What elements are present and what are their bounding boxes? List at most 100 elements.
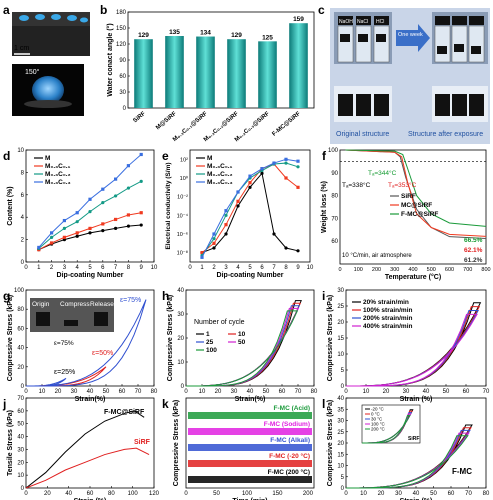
- x-tick-label: 6: [101, 265, 105, 271]
- temp-label: Tₐ=338°C: [342, 181, 371, 189]
- bar: [196, 36, 215, 108]
- y-tick-label: 2: [21, 238, 25, 244]
- data-point: [126, 186, 130, 190]
- panel-letter: l: [322, 397, 325, 411]
- bar-value-label: 134: [200, 30, 211, 37]
- x-tick-label: 400: [408, 267, 417, 273]
- x-tick-label: 30: [71, 389, 78, 395]
- data-point: [236, 199, 240, 203]
- legend-entry: 25: [206, 339, 214, 346]
- y-tick-label: 5: [341, 475, 345, 481]
- legend-entry: 400% strain/min: [363, 323, 413, 330]
- y-tick-label: 10: [177, 360, 184, 366]
- x-tick-label: 4: [76, 265, 80, 271]
- panel-c: c NaOH NaCl HCl One week Origi: [318, 3, 490, 144]
- x-tick-label: 500: [427, 267, 436, 273]
- y-tick-label: 40: [177, 288, 184, 294]
- series-label: F-MC (Alkali): [270, 437, 310, 444]
- x-tick-label: 20: [378, 491, 385, 497]
- bar-value-label: 129: [138, 32, 149, 39]
- legend-entry: 20% strain/min: [363, 299, 409, 306]
- data-point: [114, 194, 118, 198]
- inset-label: SiRF: [408, 436, 419, 442]
- data-point: [284, 246, 288, 250]
- legend-entry: 10: [238, 331, 246, 338]
- x-tick-label: 0: [338, 267, 341, 273]
- x-tick-label: 3: [63, 265, 67, 271]
- data-point: [101, 187, 105, 191]
- data-point: [284, 161, 288, 165]
- y-tick-label: 0: [181, 384, 185, 390]
- y-axis-label: Compressive Stress (kPa): [7, 295, 14, 381]
- x-tick-label: 10: [199, 389, 206, 395]
- x-tick-label: 50: [443, 389, 450, 395]
- contact-angle-label: 150°: [25, 68, 40, 76]
- y-tick-label: 0: [21, 384, 25, 390]
- data-point: [126, 164, 130, 168]
- temp-label: Tₐ=344°C: [368, 169, 397, 177]
- data-point: [212, 241, 216, 245]
- category-label: F-MC@SiRF: [271, 111, 302, 138]
- legend-entry: 100: [206, 347, 217, 354]
- y-tick-label: 20: [337, 320, 344, 326]
- panel-letter: c: [318, 3, 325, 17]
- x-axis-label: Strain (%): [400, 396, 433, 403]
- x-tick-label: 200: [303, 491, 314, 497]
- x-tick-label: 0: [344, 389, 348, 395]
- y-tick-label: 15: [337, 336, 344, 342]
- data-point: [126, 224, 130, 228]
- x-tick-label: 600: [445, 267, 454, 273]
- data-point: [139, 211, 143, 215]
- y-tick-label: 30: [17, 447, 24, 453]
- arrow-label: One week: [398, 32, 423, 38]
- y-tick-label: 8: [21, 170, 25, 176]
- series-line: [25, 447, 150, 489]
- y-tick-label: 10: [17, 473, 24, 479]
- x-tick-label: 30: [403, 389, 410, 395]
- data-point: [75, 234, 79, 238]
- legend-entry: M₀.₃C₀.₃: [207, 179, 233, 186]
- water-droplet-icon: [32, 76, 64, 104]
- y-tick-label: 30: [119, 90, 126, 96]
- x-tick-label: 100: [128, 491, 139, 497]
- series-line: [38, 180, 142, 249]
- x-tick-label: 80: [311, 389, 318, 395]
- data-point: [114, 177, 118, 181]
- scale-label: 1 cm: [14, 45, 29, 52]
- y-tick-label: 60: [17, 326, 24, 332]
- y-tick-label: 20: [337, 441, 344, 447]
- legend-entry: -20 °C: [371, 407, 385, 412]
- data-point: [296, 249, 300, 253]
- x-tick-label: 7: [272, 265, 276, 271]
- y-tick-label: 80: [331, 194, 338, 200]
- legend-entry: M₀.₃C₀.₂: [207, 171, 233, 178]
- data-point: [212, 232, 216, 236]
- data-point: [75, 220, 79, 224]
- data-point: [212, 237, 216, 241]
- plot-frame: [185, 397, 315, 489]
- condition-label: 10 °C/min, air atmosphere: [342, 253, 412, 259]
- bottle-label: HCl: [376, 19, 384, 25]
- data-point: [236, 190, 240, 194]
- data-point: [200, 251, 204, 255]
- y-tick-label: 10⁻⁶: [177, 231, 188, 238]
- data-point: [224, 223, 228, 227]
- y-tick-label: 90: [119, 58, 126, 64]
- data-point: [101, 201, 105, 205]
- bar: [134, 39, 153, 109]
- data-point: [75, 231, 79, 235]
- series-line: [185, 310, 299, 387]
- data-point: [224, 232, 228, 236]
- data-point: [101, 222, 105, 226]
- y-axis-label: Compressive Stress (kPa): [327, 400, 334, 486]
- photo-label: Compress: [60, 301, 90, 308]
- legend-entry: 50: [238, 339, 246, 346]
- data-point: [88, 231, 92, 235]
- panel-a: a 1 cm 150°: [3, 3, 90, 116]
- y-tick-label: 0: [21, 486, 25, 492]
- legend-entry: F-MC@SiRF: [401, 211, 438, 218]
- y-tick-label: 60: [331, 239, 338, 245]
- bar-value-label: 125: [262, 34, 273, 41]
- x-tick-label: 70: [465, 491, 472, 497]
